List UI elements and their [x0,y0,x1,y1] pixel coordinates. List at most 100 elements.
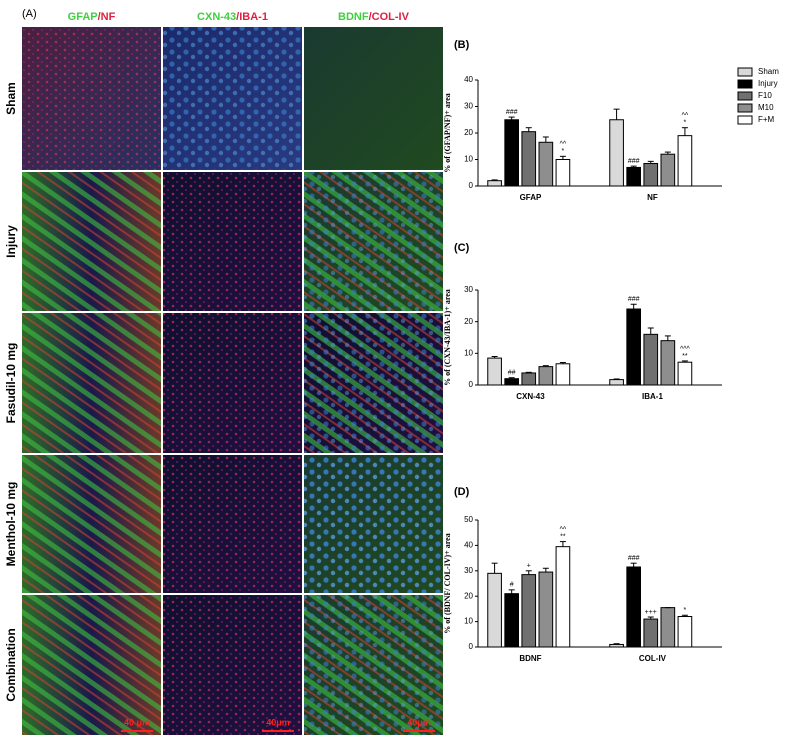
micrograph-nuclei [304,172,443,311]
micrograph-stain [22,313,161,453]
bar [626,566,642,648]
bar [643,162,659,187]
column-header: BDNF/COL-IV [338,11,410,23]
x-tick-label: CXN-43 [516,392,545,401]
micrograph-stain [163,27,302,170]
bar [504,378,520,386]
bar [643,333,659,386]
significance-label: +++ [645,609,657,616]
y-tick-label: 20 [464,591,473,600]
legend-swatch [737,67,753,77]
y-tick-label: 0 [469,380,474,389]
y-tick-label: 30 [464,566,473,575]
bar [504,593,520,648]
bar [487,180,502,187]
significance-label: ** [560,533,566,540]
x-tick-label: BDNF [519,654,541,663]
x-tick-label: COL-IV [639,654,667,663]
row-label: Menthol-10 mg [4,482,18,567]
significance-label: ### [628,555,640,562]
micrograph-stain [163,455,302,593]
row-label: Sham [4,82,18,115]
scale-bar-label: 40 μm [124,717,150,727]
bar [626,308,642,386]
column-header-part: /IBA-1 [236,11,268,23]
bar [660,153,676,187]
legend-swatch [737,115,753,125]
bar [504,119,520,187]
bar [609,379,624,386]
panel-label: (B) [454,39,470,51]
bar [538,571,554,648]
micrograph-nuclei [304,595,443,735]
significance-label: ^^ [560,526,567,533]
bar [660,340,676,386]
bar [677,616,693,648]
significance-label: ### [628,158,640,165]
significance-label: ## [508,370,516,377]
micrograph-stain [22,27,161,170]
legend-label: F+M [758,115,775,124]
micrograph-nuclei [304,455,443,593]
legend-label: Sham [758,67,779,76]
bar [538,141,554,187]
bar [555,363,571,386]
scale-bar-label: 40μm [407,717,431,727]
legend-label: F10 [758,91,772,100]
micrograph [304,27,443,170]
bar [609,643,624,648]
micrograph-stain [22,172,161,311]
row-label: Injury [4,225,18,258]
y-axis-label: % of (CXN-43/IBA-1)+ area [443,289,452,386]
y-tick-label: 10 [464,155,473,164]
row-label: Combination [4,628,18,701]
row-label: Fasudil-10 mg [4,343,18,424]
bar [538,366,554,386]
legend-label: M10 [758,103,774,112]
micrograph-stain [163,595,302,735]
significance-label: ^^ [682,113,689,120]
y-axis-label: % of (GFAP/NF)+ area [443,93,452,173]
x-tick-label: IBA-1 [642,392,663,401]
panel-label: (D) [454,486,470,498]
y-tick-label: 50 [464,515,473,524]
significance-label: * [562,148,565,155]
micrograph-stain [163,172,302,311]
bar [626,166,642,187]
y-tick-label: 20 [464,317,473,326]
y-tick-label: 10 [464,348,473,357]
significance-label: + [527,563,531,570]
legend-swatch [737,79,753,89]
micrograph-nuclei [304,313,443,453]
bar [521,131,537,187]
bar [643,618,659,648]
bar [677,361,693,386]
legend-swatch [737,103,753,113]
bar [487,572,502,648]
micrograph-stain [163,313,302,453]
bar [609,119,624,187]
bar [677,135,693,187]
column-header-part: CXN-43 [197,11,236,23]
significance-label: ^^ [560,141,567,148]
significance-label: ### [628,296,640,303]
y-tick-label: 30 [464,285,473,294]
column-header-part: GFAP [68,11,98,23]
y-tick-label: 10 [464,617,473,626]
legend-swatch [737,91,753,101]
bar [660,607,676,648]
column-header-part: /NF [98,11,116,23]
micrograph-stain [22,595,161,735]
legend-label: Injury [758,79,778,88]
bar [555,159,571,187]
scale-bar-label: 40μm [266,717,290,727]
y-tick-label: 0 [469,181,474,190]
significance-label: * [684,120,687,127]
column-header-part: /COL-IV [369,11,410,23]
bar [555,546,571,648]
y-tick-label: 0 [469,642,474,651]
significance-label: ^^^ [680,346,691,353]
significance-label: # [510,582,514,589]
